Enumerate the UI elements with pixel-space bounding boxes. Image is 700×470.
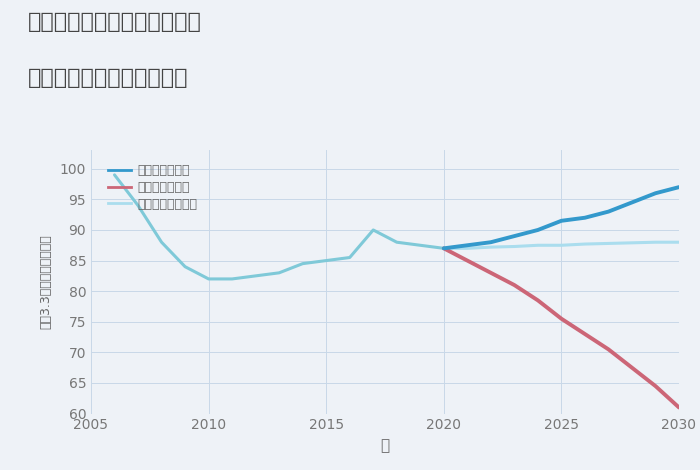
Legend: グッドシナリオ, バッドシナリオ, ノーマルシナリオ: グッドシナリオ, バッドシナリオ, ノーマルシナリオ <box>103 159 202 216</box>
Line: ノーマルシナリオ: ノーマルシナリオ <box>444 242 679 248</box>
グッドシナリオ <box>510 233 519 239</box>
バッドシナリオ <box>675 405 683 410</box>
バッドシナリオ <box>463 258 472 263</box>
グッドシナリオ <box>628 200 636 205</box>
バッドシナリオ <box>557 316 566 321</box>
ノーマルシナリオ <box>557 243 566 248</box>
バッドシナリオ <box>533 298 542 303</box>
グッドシナリオ <box>463 243 472 248</box>
バッドシナリオ <box>651 383 659 389</box>
バッドシナリオ <box>628 365 636 370</box>
ノーマルシナリオ <box>675 239 683 245</box>
バッドシナリオ <box>440 245 448 251</box>
ノーマルシナリオ <box>581 241 589 247</box>
ノーマルシナリオ <box>463 245 472 251</box>
グッドシナリオ <box>533 227 542 233</box>
ノーマルシナリオ <box>533 243 542 248</box>
バッドシナリオ <box>604 346 612 352</box>
グッドシナリオ <box>675 184 683 190</box>
グッドシナリオ <box>651 190 659 196</box>
ノーマルシナリオ <box>486 244 495 250</box>
グッドシナリオ <box>557 218 566 224</box>
グッドシナリオ <box>486 239 495 245</box>
Y-axis label: 坪（3.3㎡）単価（万円）: 坪（3.3㎡）単価（万円） <box>40 235 52 329</box>
バッドシナリオ <box>486 270 495 275</box>
グッドシナリオ <box>581 215 589 220</box>
ノーマルシナリオ <box>651 239 659 245</box>
Line: グッドシナリオ: グッドシナリオ <box>444 187 679 248</box>
Text: 中古マンションの価格推移: 中古マンションの価格推移 <box>28 68 188 88</box>
バッドシナリオ <box>581 331 589 337</box>
バッドシナリオ <box>510 282 519 288</box>
ノーマルシナリオ <box>604 241 612 246</box>
X-axis label: 年: 年 <box>380 438 390 453</box>
ノーマルシナリオ <box>440 245 448 251</box>
ノーマルシナリオ <box>510 243 519 249</box>
ノーマルシナリオ <box>628 240 636 246</box>
グッドシナリオ <box>440 245 448 251</box>
Text: 三重県桑名市長島町鎌ヶ地の: 三重県桑名市長島町鎌ヶ地の <box>28 12 202 32</box>
グッドシナリオ <box>604 209 612 214</box>
Line: バッドシナリオ: バッドシナリオ <box>444 248 679 407</box>
